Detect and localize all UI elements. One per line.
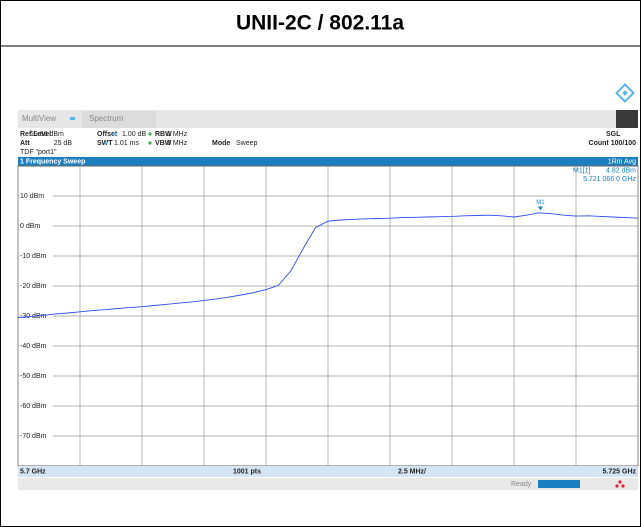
setting: Att [20, 140, 30, 147]
label-bg [19, 192, 53, 200]
progress [538, 480, 580, 488]
setting: VBW [155, 140, 172, 147]
tab[interactable]: MultiView [22, 114, 56, 123]
label-bg [19, 282, 53, 290]
network-icon [615, 480, 625, 488]
setting: 1.00 dB [122, 131, 146, 138]
setting: 1.01 ms [114, 140, 139, 147]
y-tick-label: -60 dBm [20, 403, 47, 410]
sweep-mode: SGL [606, 131, 621, 138]
setting: Mode [212, 140, 230, 147]
y-tick-label: -40 dBm [20, 343, 47, 350]
trace [17, 212, 639, 318]
marker-label: M1 [536, 200, 545, 206]
y-tick-label: -70 dBm [20, 433, 47, 440]
menu-button[interactable] [616, 110, 638, 128]
footer-bar [18, 466, 638, 477]
setting: Offset [97, 131, 118, 138]
marker [537, 206, 543, 211]
trace-label: 1Rm Avg [608, 158, 636, 165]
setting: 25 dB [54, 140, 73, 147]
window-title: 1 Frequency Sweep [20, 158, 85, 165]
setting: 19.86 dBm [30, 131, 64, 138]
coupling-dot [104, 141, 108, 145]
toolbar [18, 110, 638, 128]
label-bg [19, 432, 53, 440]
tab-bg [82, 111, 156, 128]
tab[interactable]: Spectrum [89, 114, 124, 123]
span: 2.5 MHz/ [398, 468, 426, 475]
y-tick-label: -50 dBm [20, 373, 47, 380]
status-bar [18, 478, 638, 490]
marker-freq: 5.721 066 0 GHz [583, 176, 636, 183]
status: Ready [511, 481, 532, 488]
setting: 3 MHz [167, 140, 188, 147]
y-tick-label: 10 dBm [20, 193, 44, 200]
setting: Sweep [236, 140, 258, 147]
setting: RBW [155, 131, 172, 138]
coupling-dot [148, 141, 152, 145]
tdf: TDF "port1" [20, 149, 57, 156]
label-bg [19, 342, 53, 350]
count: Count 100/100 [589, 140, 637, 147]
coupling-dot [148, 132, 152, 136]
y-tick-label: -10 dBm [20, 253, 47, 260]
logo [615, 83, 635, 103]
tab-icon [70, 117, 75, 120]
title: UNII-2C / 802.11a [236, 12, 404, 35]
setting: 1 MHz [167, 131, 188, 138]
y-tick-label: 0 dBm [20, 223, 40, 230]
label-bg [19, 402, 53, 410]
label-bg [19, 252, 53, 260]
setting: Ref Level [20, 131, 51, 138]
label-bg [19, 222, 53, 230]
start-freq: 5.7 GHz [20, 468, 46, 475]
marker-name: M1[1] [573, 167, 591, 174]
marker-level: 4.82 dBm [606, 167, 636, 174]
label-bg [19, 372, 53, 380]
stop-freq: 5.725 GHz [603, 468, 637, 475]
window-bar [18, 157, 638, 166]
coupling-dot [113, 132, 117, 136]
points: 1001 pts [233, 468, 261, 475]
y-tick-label: -20 dBm [20, 283, 47, 290]
